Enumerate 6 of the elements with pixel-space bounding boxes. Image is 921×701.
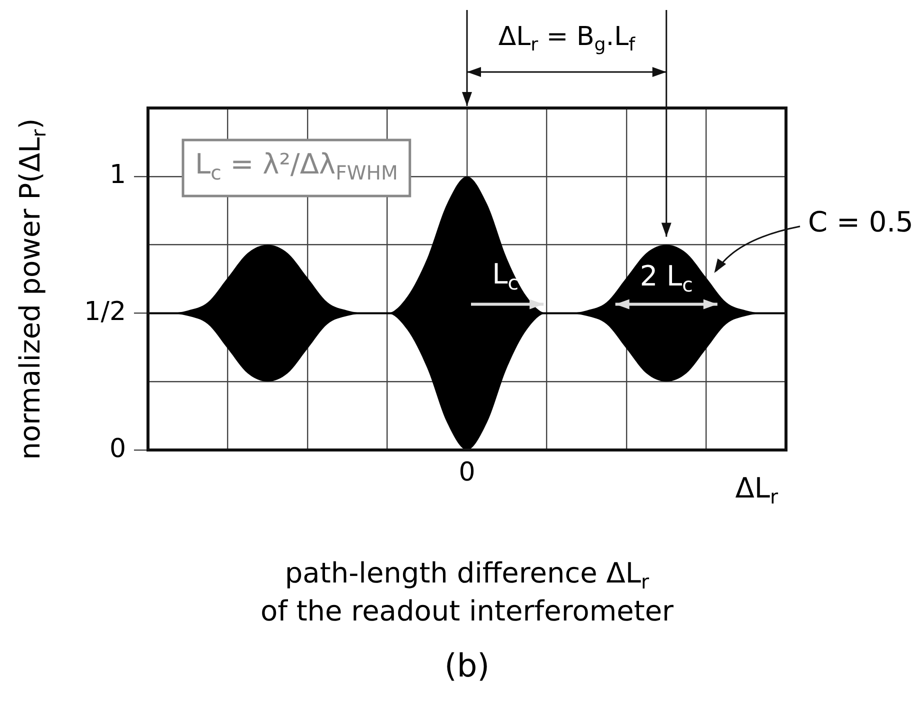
text: (b) <box>444 646 490 684</box>
y-tick-label: 0 <box>109 434 126 464</box>
y-tick-label: 1 <box>109 160 126 190</box>
text: C = 0.5 <box>808 206 914 239</box>
y-axis-title: normalized power P(ΔLr) <box>13 118 50 460</box>
y-tick-label: 1/2 <box>84 296 126 327</box>
